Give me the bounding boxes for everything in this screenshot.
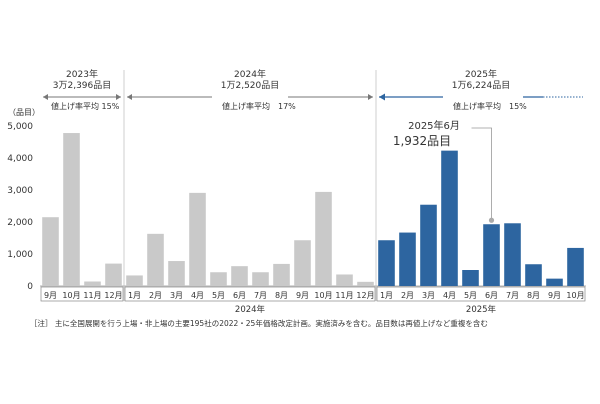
bar-4 xyxy=(126,275,143,286)
bar-24 xyxy=(546,278,563,286)
bar-25 xyxy=(567,247,584,286)
period-rate-2: 値上げ率平均 15% xyxy=(453,101,527,111)
bar-22 xyxy=(504,223,521,286)
month-label: 11月 xyxy=(83,291,101,300)
period-items-2: 1万6,224品目 xyxy=(452,80,511,91)
month-label: 8月 xyxy=(275,291,288,300)
month-label: 1月 xyxy=(128,291,141,300)
month-label: 9月 xyxy=(296,291,309,300)
period-year-0: 2023年 xyxy=(66,68,98,80)
month-label: 10月 xyxy=(62,291,80,300)
bar-23 xyxy=(525,264,542,286)
month-label: 3月 xyxy=(422,291,435,300)
bar-1 xyxy=(63,133,80,286)
month-label: 10月 xyxy=(314,291,332,300)
month-row-frame-1 xyxy=(124,286,376,302)
callout-title: 2025年6月 xyxy=(408,119,460,132)
month-row-frame-0 xyxy=(40,286,124,302)
bar-20 xyxy=(462,270,479,286)
bar-3 xyxy=(105,263,122,286)
callout-value: 1,932品目 xyxy=(393,134,451,148)
bar-18 xyxy=(420,204,437,286)
month-label: 6月 xyxy=(485,291,498,300)
bar-21 xyxy=(483,224,500,286)
period-arrow-head-right-1 xyxy=(368,94,373,100)
bar-14 xyxy=(336,274,353,286)
month-label: 7月 xyxy=(506,291,519,300)
y-tick-label: 5,000 xyxy=(7,122,33,132)
bar-6 xyxy=(168,261,185,286)
month-label: 4月 xyxy=(191,291,204,300)
bar-8 xyxy=(210,272,227,286)
month-label: 4月 xyxy=(443,291,456,300)
bar-11 xyxy=(273,263,290,286)
month-label: 12月 xyxy=(356,291,374,300)
y-axis-unit-label: （品目） xyxy=(8,108,40,117)
period-arrow-head-left-2 xyxy=(379,93,385,101)
y-tick-label: 2,000 xyxy=(7,218,33,228)
year-label-1: 2024年 xyxy=(235,304,266,315)
month-label: 12月 xyxy=(104,291,122,300)
month-label: 6月 xyxy=(233,291,246,300)
month-label: 10月 xyxy=(566,291,584,300)
period-arrow-head-left-1 xyxy=(127,94,132,100)
month-label: 2月 xyxy=(149,291,162,300)
period-year-1: 2024年 xyxy=(234,68,266,80)
bar-19 xyxy=(441,150,458,286)
period-rate-0: 値上げ率平均 15% xyxy=(51,101,120,111)
bar-16 xyxy=(378,240,395,286)
callout-marker xyxy=(488,217,495,223)
bar-13 xyxy=(315,191,332,286)
y-tick-label: 4,000 xyxy=(7,154,33,164)
month-label: 9月 xyxy=(548,291,561,300)
y-tick-label: 0 xyxy=(27,282,33,292)
bar-9 xyxy=(231,266,248,286)
month-label: 7月 xyxy=(254,291,267,300)
month-label: 9月 xyxy=(44,291,57,300)
bar-5 xyxy=(147,233,164,286)
bar-2 xyxy=(84,281,101,286)
footnote: ［注］ 主に全国展開を行う上場・非上場の主要195社の2022・25年価格改定計… xyxy=(30,319,488,328)
period-rate-1: 値上げ率平均 17% xyxy=(222,101,296,111)
month-label: 3月 xyxy=(170,291,183,300)
bar-15 xyxy=(357,281,374,286)
bar-12 xyxy=(294,240,311,286)
bar-7 xyxy=(189,192,206,286)
month-label: 5月 xyxy=(464,291,477,300)
month-row-frame-2 xyxy=(376,286,586,302)
period-items-0: 3万2,396品目 xyxy=(53,80,112,91)
month-label: 11月 xyxy=(335,291,353,300)
period-arrow-head-left-0 xyxy=(43,94,48,100)
month-label: 5月 xyxy=(212,291,225,300)
month-label: 1月 xyxy=(380,291,393,300)
period-arrow-head-right-0 xyxy=(116,94,121,100)
period-year-2: 2025年 xyxy=(465,68,497,80)
y-tick-label: 3,000 xyxy=(7,186,33,196)
period-items-1: 1万2,520品目 xyxy=(221,80,280,91)
bar-17 xyxy=(399,232,416,286)
month-label: 2月 xyxy=(401,291,414,300)
month-label: 8月 xyxy=(527,291,540,300)
y-tick-label: 1,000 xyxy=(7,250,33,260)
bar-10 xyxy=(252,272,269,286)
year-label-2: 2025年 xyxy=(466,304,497,315)
callout-leader xyxy=(471,127,492,221)
bar-0 xyxy=(42,217,59,286)
